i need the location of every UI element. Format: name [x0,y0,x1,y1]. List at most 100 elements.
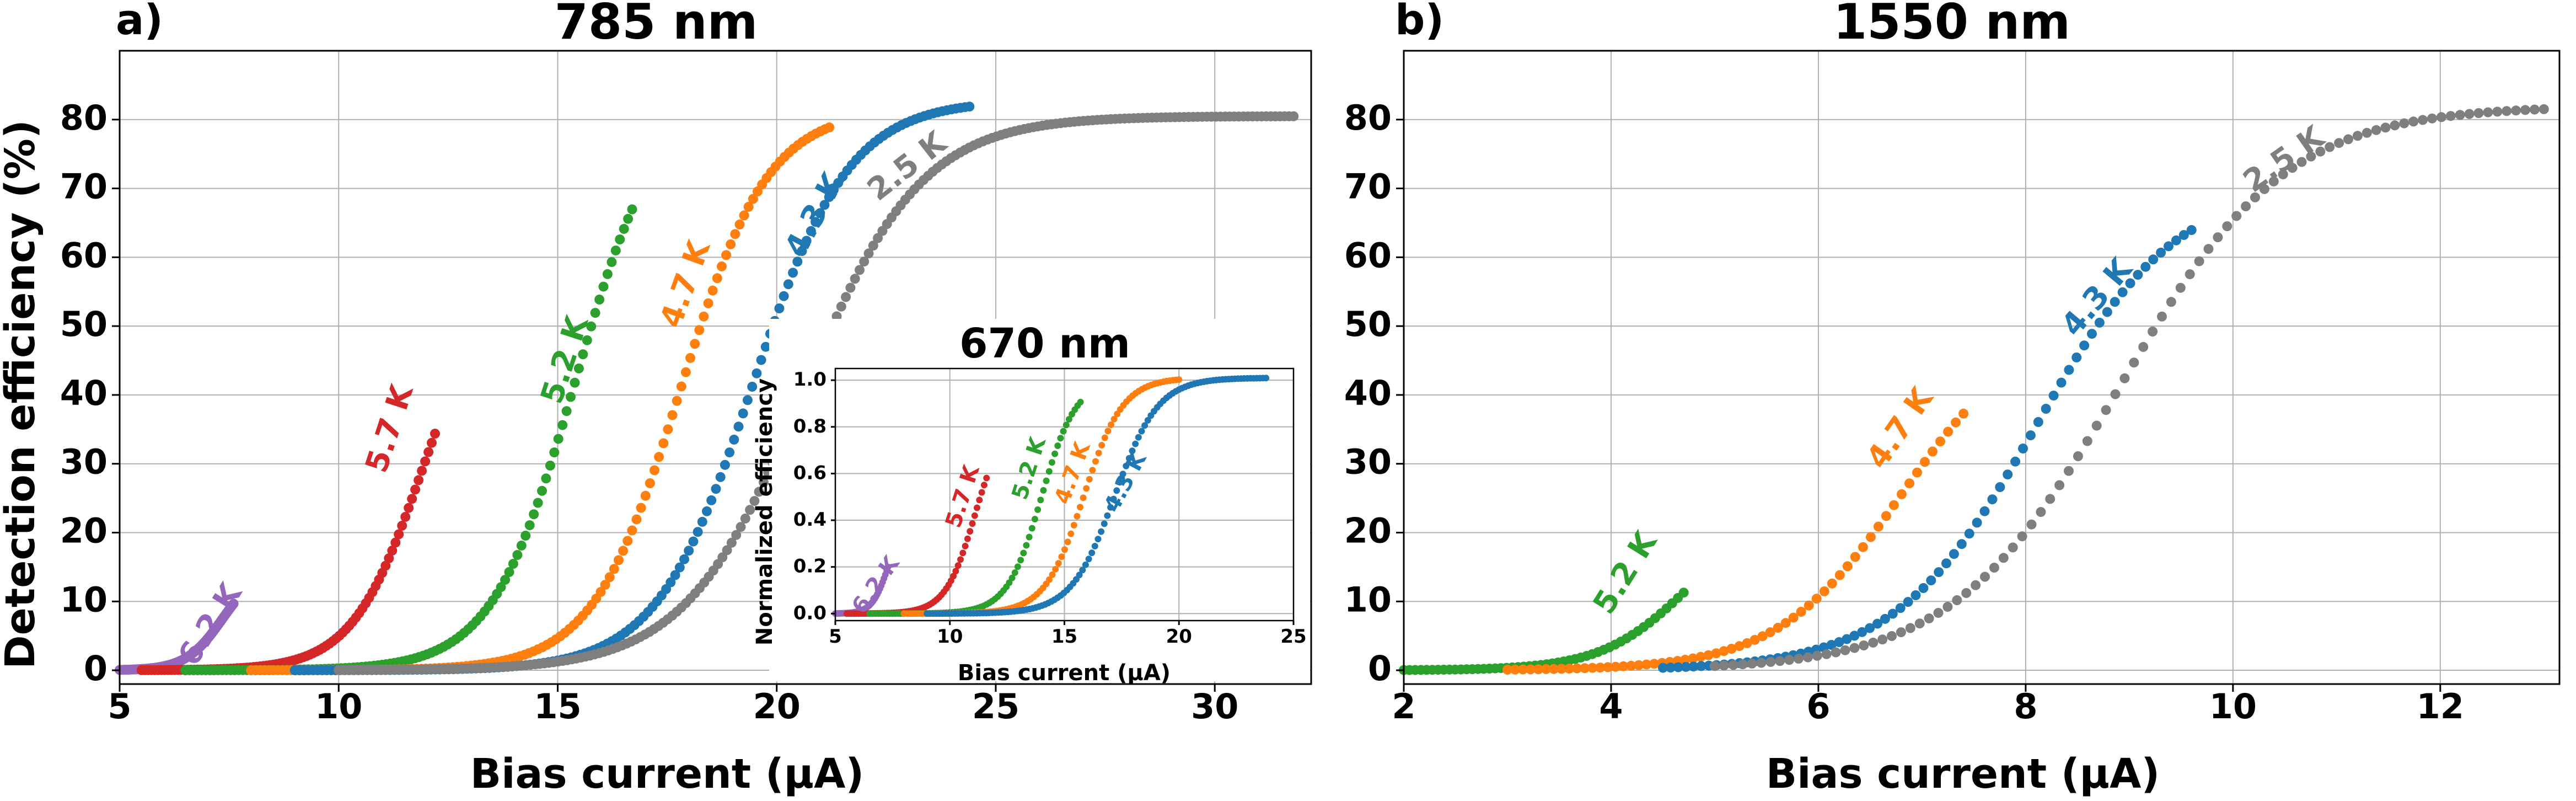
data-point [1904,478,1914,489]
data-point [717,261,727,271]
data-point [578,349,588,360]
data-point [2418,115,2428,125]
data-point [1595,663,1606,673]
data-point [1678,588,1689,598]
panel-b-chart: 5.2 K4.7 K4.3 K2.5 K 2 4 6 8 10 1201020304050… [1344,0,2561,798]
data-point [1680,654,1690,665]
data-point [672,396,682,406]
data-point [2010,456,2021,467]
data-point [2194,256,2204,266]
data-point [1711,648,1721,659]
data-point [1119,471,1126,478]
data-point [2436,112,2446,122]
data-point [1014,563,1021,570]
data-point [2156,247,2166,258]
data-point [1865,532,1876,542]
data-point [1549,664,1559,674]
data-point [2362,127,2372,138]
y-tick-label: 0.8 [793,415,827,437]
data-point [2259,184,2269,194]
panel-b-x-axis-label: Bias current (μA) [1766,750,2160,798]
data-point [2464,109,2475,119]
data-point [1998,553,2009,563]
y-tick-label: 70 [60,167,108,207]
data-point [1626,660,1636,671]
data-point [2033,417,2043,427]
y-tick-label: 80 [1344,98,1392,138]
data-point [380,560,391,571]
x-tick-label: 10 [937,626,963,648]
data-point [1910,590,1921,600]
data-point [1918,583,1929,593]
data-point [734,219,745,229]
data-point [680,367,691,377]
data-point [1811,594,1822,604]
data-point [631,514,642,525]
data-point [1026,533,1033,541]
data-point [1756,658,1767,668]
data-point [1903,597,1913,607]
data-point [1011,569,1018,576]
data-point [742,395,753,405]
data-point [2073,451,2083,461]
data-point [1980,572,1990,582]
data-point [1070,522,1077,528]
data-point [1987,494,1998,505]
data-point [676,381,686,392]
data-point [1051,450,1059,457]
data-point [1681,661,1691,672]
data-point [2445,111,2456,121]
data-point [736,522,746,532]
data-point [1641,659,1652,670]
panel-b-title: 1550 nm [1833,0,2070,50]
data-point [2008,542,2018,553]
data-point [748,194,758,204]
data-point [1703,650,1714,660]
y-tick-label: 50 [1344,304,1392,344]
data-point [1888,500,1899,510]
data-point [1859,640,1869,650]
y-tick-label: 20 [1344,510,1392,551]
data-point [1865,623,1875,633]
data-point [1979,506,1990,516]
data-point [1737,659,1748,670]
data-point [1058,553,1065,560]
panel-a-title: 785 nm [555,0,758,50]
data-point [2102,307,2112,317]
data-point [969,520,976,527]
data-point [1696,661,1706,671]
data-point [2213,232,2223,243]
data-point [1023,542,1030,549]
x-tick-label: 30 [1191,686,1238,727]
data-point [1850,552,1860,562]
y-tick-label: 70 [1344,167,1392,207]
data-point [2091,420,2102,431]
data-point [400,512,411,522]
data-point [1054,442,1061,449]
data-point [1082,561,1089,568]
data-point [2178,230,2189,240]
data-point [1034,506,1042,513]
data-point [1942,602,1953,612]
data-point [1091,543,1098,549]
data-point [1688,653,1698,664]
data-point [1849,643,1860,653]
data-point [1031,516,1038,522]
data-point [717,552,728,563]
data-point [863,248,874,259]
data-point [1749,634,1760,645]
data-point [1857,627,1867,637]
data-point [623,213,634,224]
inset-y-axis-label: Normalized efficiency [752,378,777,645]
data-point [2140,261,2151,272]
data-point [855,265,865,275]
data-point [697,516,707,527]
data-point [622,536,633,546]
panel-a-chart: 6.2 K5.7 K5.2 K4.7 K4.3 K2.5 K 5 10 15 20 25… [0,0,1312,798]
y-tick-label: 1.0 [793,369,827,391]
data-point [1935,436,1945,447]
data-point [410,484,421,495]
data-point [824,122,835,132]
data-point [2483,107,2493,118]
data-point [2171,235,2181,245]
